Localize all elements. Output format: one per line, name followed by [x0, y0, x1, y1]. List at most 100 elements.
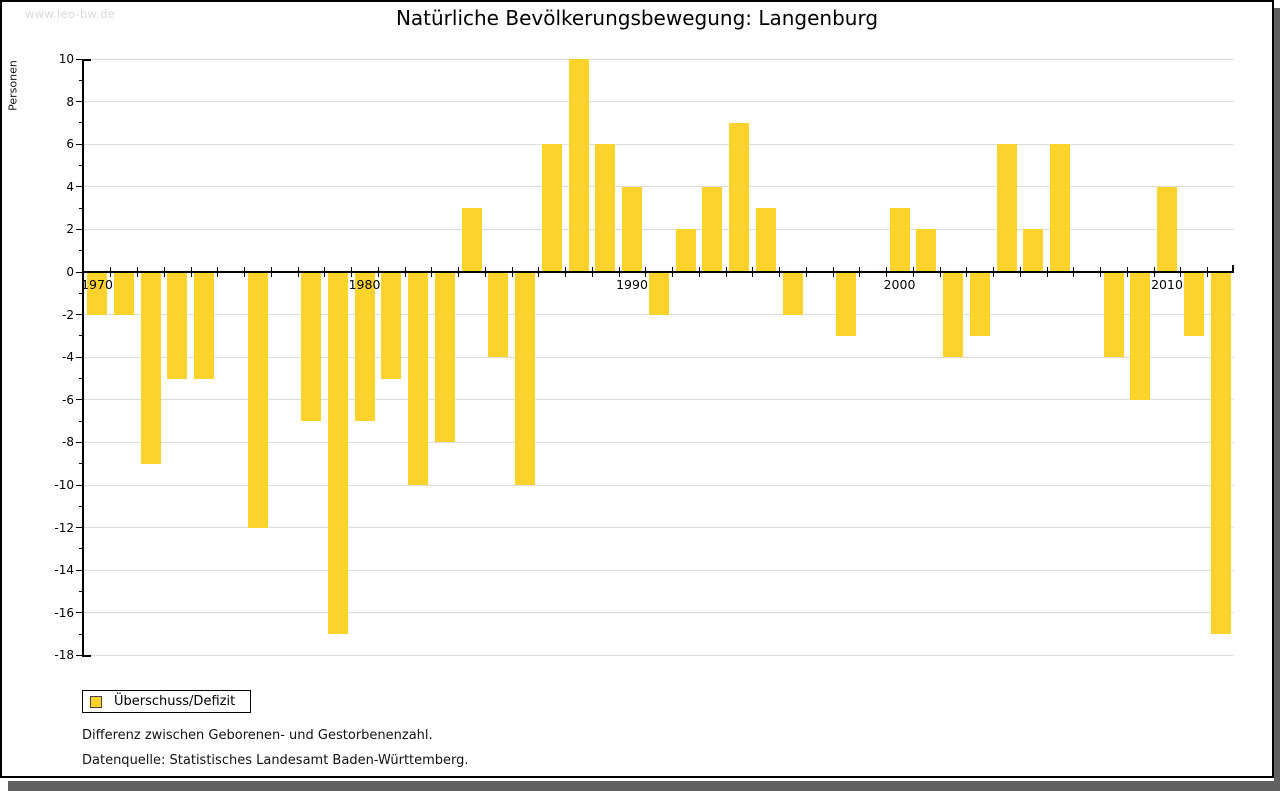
window-shadow-right — [1274, 8, 1280, 791]
legend-label: Überschuss/Defizit — [114, 694, 236, 709]
gridline — [83, 484, 1234, 486]
y-axis-tick — [79, 207, 83, 209]
y-axis-tick-label: 4 — [66, 179, 74, 194]
y-axis-tick — [79, 250, 83, 252]
y-axis-tick — [76, 101, 83, 103]
y-axis-tick-label: -16 — [54, 605, 74, 620]
y-axis-tick-label: 6 — [66, 137, 74, 152]
y-axis-tick — [79, 122, 83, 124]
bar-2011 — [1183, 272, 1204, 336]
chart-description: Differenz zwischen Geborenen- und Gestor… — [82, 728, 433, 743]
bar-2009 — [1130, 272, 1151, 400]
bar-1973 — [167, 272, 188, 379]
y-axis-tick-label: -10 — [54, 478, 74, 492]
y-axis-tick-label: -6 — [62, 392, 74, 407]
window-shadow-bottom — [8, 781, 1280, 791]
y-axis-tick — [79, 591, 83, 592]
legend-box: Überschuss/Defizit — [82, 690, 251, 713]
x-axis-year-label: 1990 — [616, 277, 648, 292]
gridline — [83, 186, 1234, 188]
bar-1980 — [354, 272, 375, 422]
bar-2006 — [1050, 144, 1070, 272]
y-axis-tick — [79, 420, 83, 422]
bar-2008 — [1103, 272, 1124, 358]
y-axis-tick — [76, 527, 83, 529]
x-axis-line — [82, 271, 1234, 273]
y-axis-tick — [76, 143, 83, 145]
bar-2001 — [916, 229, 937, 272]
gridline — [83, 612, 1234, 614]
bar-1985 — [488, 272, 509, 358]
y-axis-tick-label: 10 — [58, 52, 74, 66]
y-axis-tick-label: -18 — [54, 648, 74, 663]
bar-1996 — [782, 272, 803, 315]
gridline — [83, 356, 1234, 358]
legend-swatch — [90, 696, 102, 708]
y-axis-tick — [76, 271, 83, 273]
x-axis-end-cap — [1232, 265, 1234, 272]
bar-2003 — [969, 272, 990, 336]
chart-title: Natürliche Bevölkerungsbewegung: Langenb… — [395, 6, 879, 30]
bar-1982 — [408, 272, 428, 485]
y-axis-tick-label: 2 — [66, 222, 74, 237]
y-axis-tick-label: 8 — [66, 94, 74, 109]
plot-area: -18 -16 -14 -12 -10 -8 -6 -4 -2 0 2 4 6 8 10 1970 1980 19… — [2, 2, 1276, 780]
bar-1989 — [595, 144, 616, 272]
gridline — [83, 399, 1234, 401]
bar-1970 — [87, 272, 107, 315]
bar-1976 — [247, 272, 268, 528]
y-axis-tick — [79, 165, 83, 166]
bar-1979 — [327, 272, 348, 635]
window-frame: www.leo-bw.de Natürliche Bevölkerungsbew… — [0, 0, 1274, 778]
gridline — [83, 441, 1234, 443]
gridline — [83, 314, 1234, 316]
y-axis-tick-label: -4 — [62, 350, 74, 365]
data-source: Datenquelle: Statistisches Landesamt Bad… — [82, 753, 469, 768]
x-axis-year-label: 2010 — [1151, 277, 1183, 292]
bar-1988 — [568, 59, 589, 272]
bar-1987 — [541, 144, 562, 272]
y-axis-tick — [79, 463, 83, 465]
y-axis-tick-label: 0 — [66, 265, 74, 279]
bar-2000 — [889, 208, 910, 272]
gridline — [83, 228, 1234, 230]
gridline — [83, 654, 1234, 656]
y-axis-tick-label: -14 — [54, 563, 74, 578]
y-axis-tick — [76, 441, 83, 443]
y-axis-tick — [79, 633, 83, 635]
bar-1992 — [675, 229, 696, 272]
bar-1994 — [729, 122, 749, 272]
bar-2002 — [943, 272, 963, 358]
x-axis-year-label: 1980 — [348, 277, 381, 292]
gridline — [83, 143, 1234, 145]
bar-2010 — [1157, 186, 1177, 272]
watermark: www.leo-bw.de — [25, 7, 116, 21]
bar-1990 — [622, 186, 642, 272]
bar-1971 — [113, 272, 134, 315]
y-axis-tick — [76, 399, 83, 401]
y-axis-tick-label: -8 — [62, 435, 74, 450]
y-axis-tick — [76, 228, 83, 230]
y-axis-tick — [79, 378, 83, 379]
y-axis-tick — [79, 79, 83, 81]
gridline — [83, 58, 1234, 60]
bar-1983 — [434, 272, 455, 443]
gridline — [83, 527, 1234, 529]
bar-2004 — [996, 144, 1017, 272]
bar-1991 — [648, 272, 669, 315]
y-axis-tick — [76, 356, 83, 358]
y-axis-tick — [76, 186, 83, 188]
bar-1998 — [836, 272, 856, 336]
y-axis-bottom-cap — [82, 655, 91, 657]
bar-2005 — [1023, 229, 1044, 272]
y-axis-tick — [76, 612, 83, 614]
y-axis-tick — [79, 505, 83, 507]
bar-1993 — [702, 186, 723, 272]
bar-1972 — [140, 272, 161, 464]
y-axis-tick — [79, 548, 83, 550]
y-axis-tick — [76, 484, 83, 486]
x-axis-year-label: 2000 — [883, 277, 916, 292]
bar-1986 — [515, 272, 535, 485]
x-axis-year-label: 1970 — [81, 277, 113, 292]
bar-1974 — [194, 272, 214, 379]
